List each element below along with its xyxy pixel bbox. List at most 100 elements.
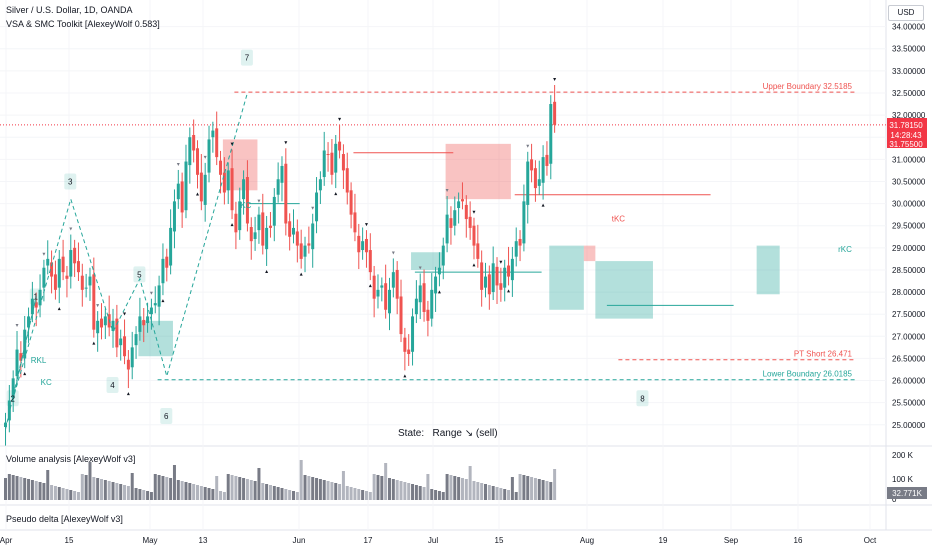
volume-bar: [441, 492, 445, 500]
wave-badge: [636, 390, 649, 407]
symbol-title[interactable]: Silver / U.S. Dollar, 1D, OANDA: [6, 5, 133, 15]
candle-body: [76, 261, 80, 273]
candle-body: [480, 262, 484, 290]
volume-bar: [27, 479, 31, 500]
x-tick-label: Oct: [864, 536, 877, 545]
x-tick-label: Jul: [428, 536, 438, 545]
down-triangle-marker: [176, 162, 180, 166]
candle-body: [380, 285, 384, 288]
volume-bar: [507, 490, 511, 500]
state-value: Range ↘ (sell): [432, 428, 498, 439]
volume-bar: [307, 476, 311, 500]
volume-bar: [153, 474, 157, 500]
down-triangle-marker: [149, 291, 153, 295]
volume-bar: [303, 475, 307, 500]
candle-body: [407, 349, 411, 355]
candle-body: [441, 245, 445, 266]
volume-bar: [553, 469, 557, 500]
volume-bar: [42, 483, 46, 500]
boundary-label: Upper Boundary 32.5185: [763, 82, 853, 91]
y-tick-label: 26.50000: [892, 354, 926, 363]
currency-button[interactable]: USD: [888, 5, 924, 21]
volume-pane-title[interactable]: Volume analysis [AlexeyWolf v3]: [6, 454, 136, 464]
up-triangle-marker: [123, 312, 127, 316]
candle-body: [533, 168, 537, 189]
candle-body: [307, 243, 311, 246]
candle-body: [169, 227, 173, 266]
volume-bar: [211, 489, 215, 500]
volume-bar: [184, 482, 188, 500]
candle-body: [53, 274, 57, 290]
candle-body: [203, 174, 207, 205]
indicator-title[interactable]: VSA & SMC Toolkit [AlexeyWolf 0.583]: [6, 19, 160, 29]
volume-bar: [61, 488, 65, 500]
volume-bar: [230, 475, 234, 500]
volume-bar: [172, 465, 176, 500]
candle-body: [526, 161, 530, 205]
volume-bar: [453, 476, 457, 500]
candle-body: [188, 137, 192, 166]
candle-body: [46, 258, 50, 266]
volume-bar: [138, 489, 142, 500]
order-block-zone: [583, 245, 596, 262]
candle-body: [27, 316, 31, 328]
order-block-zone: [595, 261, 653, 319]
volume-bar: [84, 475, 88, 500]
volume-bar: [530, 477, 534, 500]
candle-body: [476, 243, 480, 259]
candle-body: [418, 285, 422, 303]
candle-body: [464, 204, 468, 220]
volume-bar: [353, 488, 357, 500]
up-triangle-marker: [437, 290, 441, 294]
wave-number: 2: [10, 394, 15, 403]
volume-bar: [142, 490, 146, 500]
candle-body: [453, 210, 457, 226]
up-triangle-marker: [507, 289, 511, 293]
candle-body: [503, 267, 507, 288]
candle-body: [253, 232, 257, 239]
volume-bar: [484, 484, 487, 500]
candle-body: [199, 172, 203, 202]
candle-body: [196, 148, 199, 175]
volume-bar: [245, 479, 249, 500]
y-tick-label: 25.00000: [892, 421, 926, 430]
candle-body: [69, 250, 73, 277]
volume-bar: [196, 485, 199, 500]
candle-body: [119, 338, 123, 346]
wave-number: 8: [640, 394, 645, 403]
candle-body: [207, 139, 211, 173]
volume-bar: [92, 477, 96, 500]
delta-pane-title[interactable]: Pseudo delta [AlexeyWolf v3]: [6, 514, 123, 524]
candle-body: [30, 298, 34, 315]
volume-bar: [7, 474, 11, 500]
volume-bar: [330, 482, 334, 500]
volume-bar: [345, 486, 349, 500]
wave-number: 3: [68, 177, 73, 186]
volume-bar: [249, 480, 253, 500]
up-triangle-marker: [161, 299, 165, 303]
candle-body: [50, 262, 54, 277]
volume-bar: [464, 479, 468, 500]
volume-bar: [207, 488, 211, 500]
wave-path: [5, 92, 248, 430]
volume-bar: [395, 480, 399, 500]
volume-bar: [11, 475, 15, 500]
wave-badge: [106, 376, 119, 393]
candle-body: [361, 241, 365, 251]
candle-body: [430, 289, 434, 319]
candle-body: [276, 179, 280, 195]
candle-body: [349, 190, 353, 215]
volume-bar: [103, 480, 107, 500]
volume-bar: [407, 483, 411, 500]
volume-bar: [34, 481, 38, 500]
candle-body: [161, 258, 165, 284]
volume-bar: [503, 489, 507, 500]
order-block-zone: [756, 245, 780, 295]
candle-body: [422, 283, 426, 312]
volume-bar: [315, 478, 319, 500]
candle-body: [292, 227, 295, 235]
volume-bar: [284, 489, 288, 500]
candle-body: [92, 274, 96, 330]
